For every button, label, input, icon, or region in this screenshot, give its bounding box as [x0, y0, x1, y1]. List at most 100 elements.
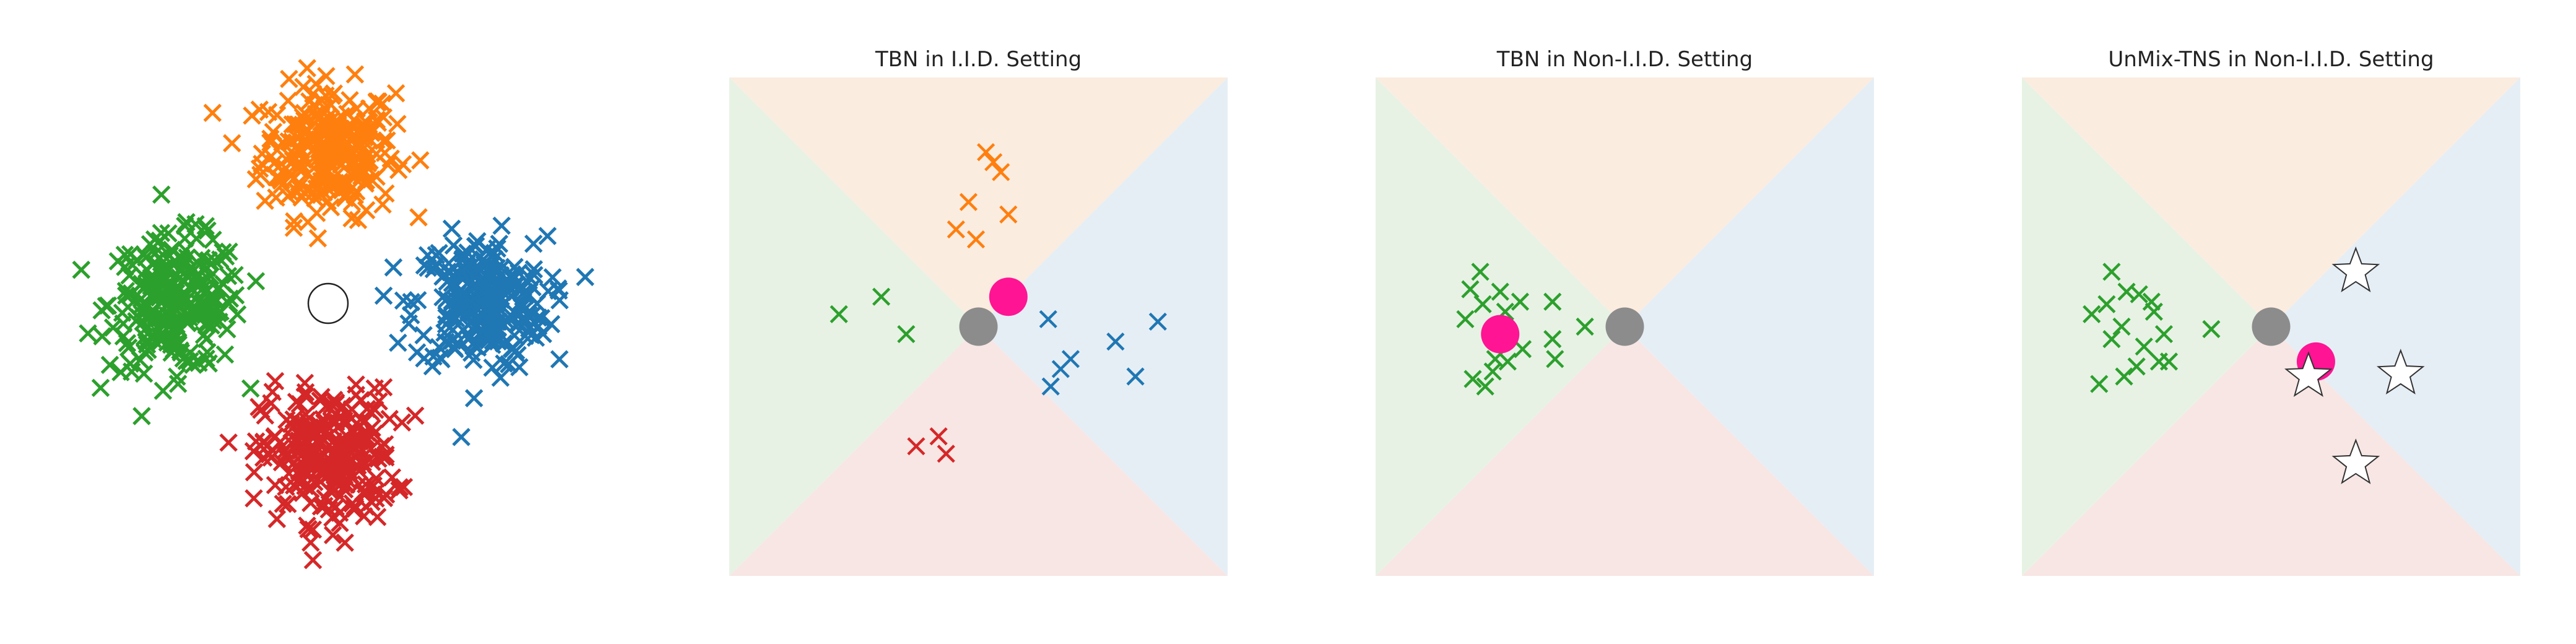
x-marker — [152, 185, 171, 204]
x-marker — [390, 478, 409, 497]
x-marker — [321, 198, 340, 217]
x-marker — [278, 495, 297, 513]
x-marker — [215, 345, 235, 364]
gray-circle-marker — [1605, 307, 1644, 346]
x-marker — [2202, 320, 2221, 339]
region-green — [2022, 77, 2271, 576]
x-marker — [293, 484, 313, 502]
x-marker — [2135, 337, 2153, 356]
x-marker — [389, 333, 407, 352]
x-marker — [267, 510, 287, 528]
x-marker — [550, 350, 569, 368]
x-marker — [292, 420, 311, 440]
x-marker — [355, 149, 374, 168]
x-marker — [355, 119, 373, 137]
x-marker — [130, 308, 149, 327]
x-marker — [1483, 362, 1502, 381]
x-marker — [168, 375, 188, 393]
x-marker — [2127, 357, 2146, 376]
x-marker — [830, 305, 848, 323]
x-marker — [1543, 330, 1562, 349]
x-marker — [1148, 312, 1167, 331]
x-marker — [123, 256, 142, 274]
region-red — [729, 326, 1228, 576]
x-marker — [374, 108, 393, 127]
x-marker — [100, 355, 119, 375]
x-marker — [323, 526, 342, 544]
region-red — [1376, 326, 1874, 576]
x-marker — [872, 287, 891, 306]
x-marker — [464, 389, 484, 407]
x-marker — [189, 292, 207, 311]
x-marker — [331, 487, 349, 506]
x-marker — [301, 533, 320, 552]
x-marker — [937, 445, 955, 463]
x-marker — [186, 215, 205, 233]
x-marker — [360, 129, 378, 148]
x-marker — [523, 278, 542, 297]
x-marker — [2090, 375, 2109, 393]
x-marker — [392, 413, 412, 432]
x-marker — [524, 260, 544, 279]
x-marker — [2115, 367, 2133, 386]
x-marker — [146, 307, 165, 325]
x-marker — [342, 193, 362, 212]
x-marker — [282, 433, 301, 453]
gray-circle-marker — [959, 307, 998, 346]
cluster-orange — [203, 59, 430, 248]
x-marker — [197, 329, 216, 349]
x-marker — [1464, 370, 1482, 388]
x-marker — [411, 151, 430, 170]
x-marker — [79, 324, 97, 343]
panel-title: TBN in I.I.D. Setting — [875, 47, 1082, 72]
region-orange — [729, 77, 1228, 327]
x-marker — [262, 448, 280, 467]
series-green — [1456, 263, 1594, 396]
x-marker — [1106, 333, 1125, 351]
x-marker — [175, 310, 194, 328]
x-marker — [984, 153, 1003, 172]
x-marker — [459, 295, 478, 314]
x-marker — [374, 131, 393, 150]
x-marker — [485, 292, 503, 310]
x-marker — [414, 326, 433, 345]
x-marker — [405, 406, 425, 425]
x-marker — [256, 191, 274, 211]
x-marker — [538, 227, 557, 245]
x-marker — [342, 209, 361, 228]
x-marker — [347, 99, 366, 118]
x-marker — [2083, 305, 2101, 323]
x-marker — [294, 77, 313, 97]
series-orange — [947, 143, 1018, 249]
x-marker — [243, 106, 261, 125]
x-marker — [376, 485, 396, 504]
x-marker — [280, 69, 298, 89]
x-marker — [203, 103, 222, 122]
cluster-green — [72, 185, 266, 425]
x-marker — [214, 275, 233, 294]
x-marker — [423, 357, 442, 376]
series-blue — [1039, 310, 1167, 396]
x-marker — [143, 329, 162, 349]
x-marker — [334, 413, 353, 432]
x-marker — [370, 392, 388, 411]
x-marker — [1461, 280, 1480, 298]
x-marker — [199, 354, 218, 373]
x-marker — [340, 124, 358, 143]
x-marker — [2159, 352, 2179, 371]
magenta-circle-marker — [989, 277, 1028, 316]
x-marker — [119, 338, 138, 357]
x-marker — [456, 259, 475, 277]
x-marker — [204, 230, 222, 249]
x-marker — [418, 258, 437, 277]
x-marker — [490, 234, 509, 253]
x-marker — [357, 497, 375, 516]
x-marker — [357, 399, 376, 419]
x-marker — [167, 279, 185, 298]
x-marker — [245, 489, 263, 508]
x-marker — [228, 305, 247, 324]
x-marker — [992, 163, 1010, 181]
x-marker — [146, 244, 165, 263]
region-blue — [2271, 77, 2520, 576]
x-marker — [2097, 295, 2116, 313]
